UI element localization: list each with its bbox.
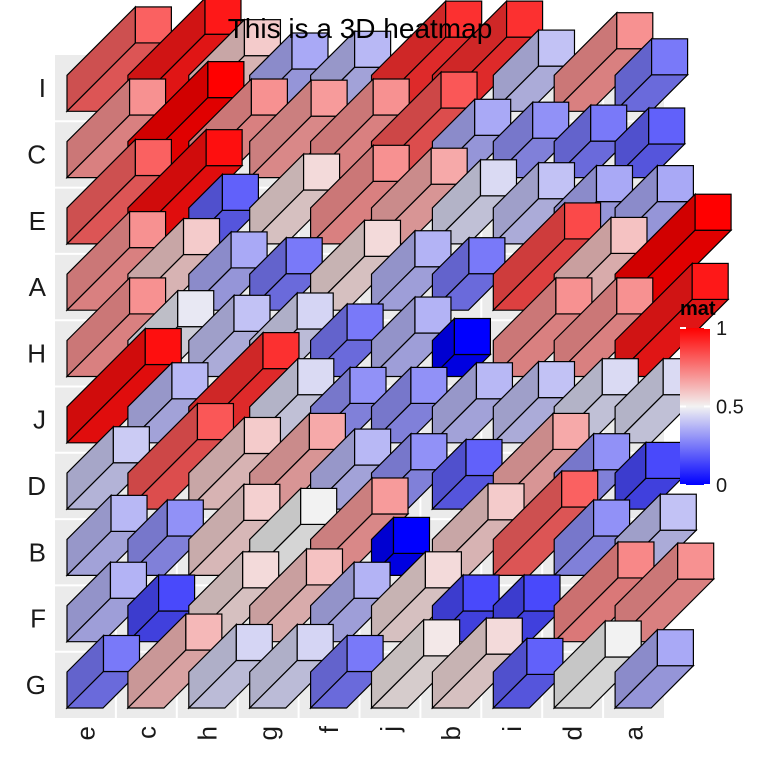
row-label: E [29, 206, 46, 236]
col-label: c [131, 726, 161, 739]
heatmap-bar [613, 440, 684, 511]
legend-title: mat [680, 298, 716, 320]
row-label: J [33, 405, 46, 435]
heatmap-bar [491, 161, 576, 246]
col-label: b [436, 726, 466, 740]
heatmap-bar [613, 628, 695, 710]
heatmap-bar [491, 636, 565, 710]
bars-layer [65, 0, 733, 710]
legend-tick-label: 1 [716, 318, 727, 340]
row-label: H [27, 338, 46, 368]
heatmap-bar [65, 276, 168, 378]
legend-tick-label: 0.5 [716, 397, 744, 419]
heatmap-bar [370, 295, 453, 378]
row-tick-labels: G F B D J H A E C I [26, 73, 47, 700]
row-label: I [39, 73, 46, 103]
heatmap-bar [65, 634, 141, 710]
col-label: h [192, 726, 222, 740]
col-label: e [70, 726, 100, 740]
heatmap-bar [370, 515, 431, 577]
row-label: F [30, 604, 46, 634]
col-label: a [619, 725, 649, 740]
col-label: f [314, 725, 344, 733]
heatmap-bar [613, 37, 690, 113]
heatmap-bar [65, 560, 148, 644]
heatmap-bar [126, 361, 210, 445]
col-label: j [375, 726, 405, 733]
heatmap-bar [65, 493, 149, 577]
heatmap-bar [430, 361, 514, 445]
row-label: C [27, 139, 46, 169]
chart-title: This is a 3D heatmap [228, 13, 493, 44]
row-label: D [27, 471, 46, 501]
heatmap-bar [430, 317, 492, 378]
heatmap-bar [552, 498, 632, 577]
legend: mat 00.51 [680, 298, 744, 497]
heatmap-bar [370, 229, 453, 312]
col-label: i [497, 726, 527, 732]
row-label: B [29, 537, 46, 567]
row-label: G [26, 670, 46, 700]
col-label: g [253, 726, 283, 740]
heatmap-bar [430, 438, 504, 511]
heatmap-bar [309, 634, 385, 710]
heatmap-bar [126, 573, 197, 644]
legend-ticks: 00.51 [680, 318, 744, 497]
legend-tick-label: 0 [716, 475, 727, 497]
row-label: A [29, 272, 47, 302]
col-label: d [558, 726, 588, 740]
heatmap-bar [430, 97, 513, 180]
